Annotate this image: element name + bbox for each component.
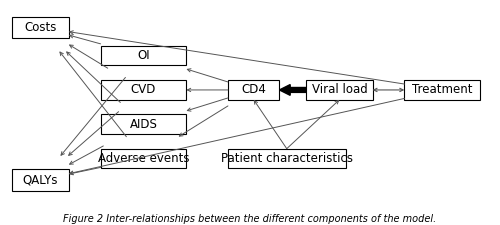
Text: Figure 2 Inter-relationships between the different components of the model.: Figure 2 Inter-relationships between the… [64,214,436,224]
Text: OI: OI [137,49,149,62]
FancyBboxPatch shape [100,149,186,168]
FancyBboxPatch shape [228,149,346,168]
FancyBboxPatch shape [12,17,68,38]
Text: CVD: CVD [130,83,156,97]
FancyBboxPatch shape [100,46,186,65]
Text: Treatment: Treatment [412,83,472,97]
Text: Viral load: Viral load [312,83,368,97]
Polygon shape [280,85,306,95]
Text: QALYs: QALYs [23,173,59,187]
FancyBboxPatch shape [12,169,68,191]
Text: Costs: Costs [24,21,56,34]
FancyBboxPatch shape [228,80,280,100]
Text: Adverse events: Adverse events [98,152,189,165]
Text: CD4: CD4 [241,83,266,97]
FancyBboxPatch shape [404,80,480,100]
FancyBboxPatch shape [100,115,186,134]
Text: Patient characteristics: Patient characteristics [221,152,353,165]
Text: AIDS: AIDS [130,118,158,131]
FancyBboxPatch shape [100,80,186,100]
FancyBboxPatch shape [306,80,372,100]
